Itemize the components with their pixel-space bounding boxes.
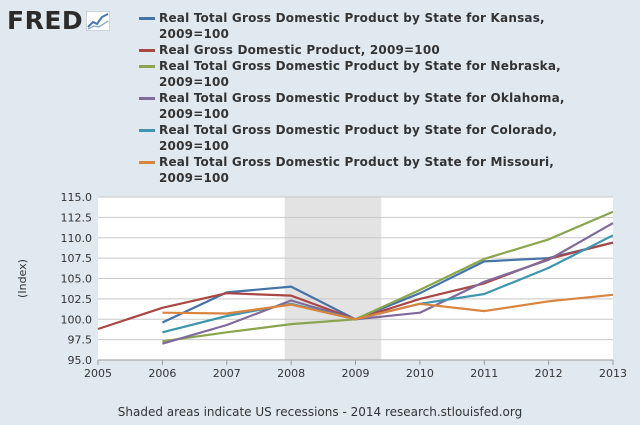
x-tick-label: 2010 — [406, 367, 434, 380]
legend-item[interactable]: Real Total Gross Domestic Product by Sta… — [139, 154, 619, 186]
x-tick-label: 2011 — [470, 367, 498, 380]
x-tick-label: 2013 — [599, 367, 627, 380]
chart-legend: Real Total Gross Domestic Product by Sta… — [139, 10, 619, 186]
legend-swatch — [139, 129, 155, 132]
series-line-3 — [162, 210, 614, 343]
legend-item[interactable]: Real Total Gross Domestic Product by Sta… — [139, 10, 619, 42]
legend-item[interactable]: Real Total Gross Domestic Product by Sta… — [139, 58, 619, 90]
y-tick-label: 107.5 — [61, 252, 93, 265]
legend-item[interactable]: Real Total Gross Domestic Product by Sta… — [139, 90, 619, 122]
y-tick-label: 112.5 — [61, 211, 93, 224]
series-line-1 — [161, 241, 614, 324]
series-line-4 — [162, 222, 614, 345]
recession-footnote: Shaded areas indicate US recessions - 20… — [117, 405, 523, 419]
legend-swatch — [139, 161, 155, 164]
y-tick-label: 100.0 — [61, 313, 93, 326]
legend-swatch — [139, 49, 155, 52]
y-tick-label: 95.0 — [68, 354, 93, 367]
y-tick-label: 110.0 — [61, 232, 93, 245]
legend-label: Real Gross Domestic Product, 2009=100 — [159, 43, 440, 57]
x-tick-label: 2012 — [535, 367, 563, 380]
y-tick-label: 102.5 — [61, 293, 93, 306]
legend-swatch — [139, 97, 155, 100]
x-tick-label: 2009 — [342, 367, 370, 380]
x-tick-label: 2005 — [84, 367, 112, 380]
legend-swatch — [139, 65, 155, 68]
y-tick-label: 105.0 — [61, 273, 93, 286]
fred-logo[interactable]: FRED — [7, 6, 111, 35]
chart-logo-icon — [86, 10, 111, 31]
x-tick-label: 2008 — [277, 367, 305, 380]
fred-logo-text: FRED — [7, 6, 84, 35]
x-tick-label: 2007 — [213, 367, 241, 380]
legend-label: Real Total Gross Domestic Product by Sta… — [159, 155, 555, 185]
y-axis-title: (Index) — [16, 259, 29, 298]
legend-label: Real Total Gross Domestic Product by Sta… — [159, 59, 561, 89]
legend-item[interactable]: Real Total Gross Domestic Product by Sta… — [139, 122, 619, 154]
y-tick-label: 97.5 — [68, 334, 93, 347]
x-tick-label: 2006 — [148, 367, 176, 380]
legend-item[interactable]: Real Gross Domestic Product, 2009=100 — [139, 42, 619, 58]
legend-label: Real Total Gross Domestic Product by Sta… — [159, 123, 558, 153]
legend-label: Real Total Gross Domestic Product by Sta… — [159, 11, 545, 41]
legend-swatch — [139, 17, 155, 20]
legend-label: Real Total Gross Domestic Product by Sta… — [159, 91, 565, 121]
series-line-6 — [162, 293, 614, 321]
y-tick-label: 115.0 — [61, 191, 93, 204]
